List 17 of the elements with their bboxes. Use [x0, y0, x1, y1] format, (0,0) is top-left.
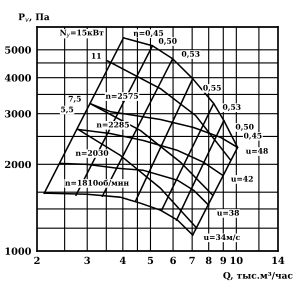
- x-tick-label: 4: [120, 256, 126, 264]
- x-tick-label: 7: [190, 256, 195, 264]
- y-tick-label: 5000: [5, 46, 31, 54]
- x-tick-label: 2: [34, 256, 40, 264]
- y-tick-label: 3000: [5, 110, 31, 118]
- x-tick-label: 3: [84, 256, 90, 264]
- x-axis-title: Q, тыс.м³/час: [223, 272, 293, 280]
- y-tick-label: 1000: [6, 247, 31, 255]
- x-tick-label: 14: [272, 256, 284, 264]
- x-tick-label: 9: [220, 256, 226, 264]
- x-tick-label: 10: [230, 256, 243, 264]
- x-tick-label: 5: [148, 256, 154, 264]
- y-tick-label: 2000: [5, 160, 31, 168]
- x-tick-label: 6: [170, 256, 176, 264]
- y-axis-title: P$_{v}$, Па: [18, 14, 50, 22]
- y-tick-label: 4000: [4, 74, 31, 82]
- x-tick-label: 8: [206, 256, 212, 264]
